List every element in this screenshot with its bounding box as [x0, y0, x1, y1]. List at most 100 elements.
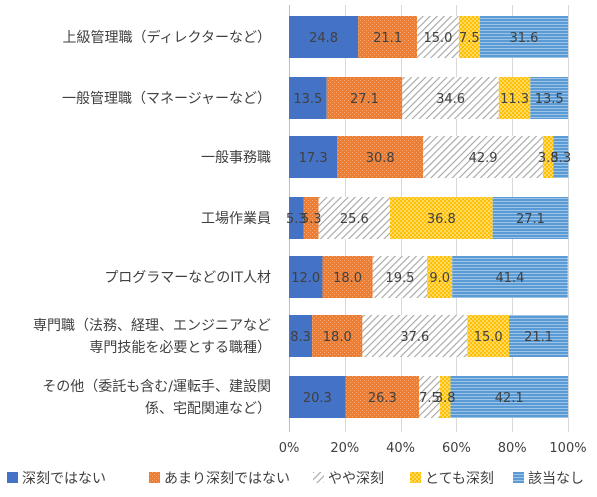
legend-item: とても深刻: [410, 471, 494, 487]
data-label: 41.4: [495, 271, 524, 286]
bar-segment-4: [427, 256, 453, 298]
x-tick-label: 40%: [386, 441, 415, 456]
data-label: 21.1: [373, 31, 402, 46]
data-label: 34.6: [436, 92, 465, 107]
legend-label: 該当なし: [528, 471, 584, 487]
data-label: 5.3: [301, 212, 322, 227]
bar-segment-2: [312, 315, 363, 357]
bar-segment-3: [318, 197, 390, 239]
data-label: 37.6: [400, 330, 429, 345]
legend-item: 該当なし: [513, 471, 584, 487]
bar-segment-1: [289, 315, 313, 357]
bar-segment-4: [458, 16, 480, 58]
x-tick-label: 20%: [330, 441, 359, 456]
data-label: 9.0: [429, 271, 450, 286]
data-label: 15.0: [474, 330, 503, 345]
data-label: 7.5: [459, 31, 480, 46]
bar-segment-3: [372, 256, 428, 298]
bar-segment-2: [326, 77, 403, 119]
legend-label: とても深刻: [425, 471, 494, 487]
bar-segment-5: [450, 376, 568, 418]
category-label: 一般管理職（マネージャーなど）: [62, 91, 271, 107]
legend-swatch: [313, 472, 324, 483]
x-tick-label: 100%: [549, 441, 586, 456]
data-label: 15.0: [424, 31, 453, 46]
category-labels: 上級管理職（ディレクターなど） 一般管理職（マネージャーなど） 一般事務職工場作業員…: [33, 29, 271, 417]
data-label: 20.3: [303, 391, 332, 406]
x-tick-label: 60%: [442, 441, 471, 456]
data-label: 30.8: [366, 151, 395, 166]
bar-segment-3: [362, 315, 468, 357]
category-label: 工場作業員: [201, 211, 271, 227]
data-label: 7.5: [419, 391, 440, 406]
data-label: 31.6: [509, 31, 538, 46]
bar-segment-1: [289, 197, 304, 239]
category-label: 上級管理職（ディレクターなど）: [63, 29, 271, 46]
bar-segment-5: [509, 315, 568, 357]
bar-segment-1: [289, 256, 323, 298]
data-label: 27.1: [516, 212, 545, 227]
category-label: 専門職（法務、経理、エンジニアなど: [33, 318, 271, 334]
data-label: 13.5: [535, 92, 564, 107]
bar-segment-1: [289, 136, 338, 178]
legend-item: やや深刻: [313, 471, 384, 487]
legend-label: やや深刻: [328, 471, 384, 487]
data-label: 21.1: [524, 330, 553, 345]
data-label: 42.1: [495, 391, 524, 406]
data-label: 19.5: [385, 271, 414, 286]
bar-segment-5: [452, 256, 568, 298]
data-label: 13.5: [293, 92, 322, 107]
data-label: 42.9: [469, 151, 498, 166]
bar-segment-2: [345, 376, 420, 418]
category-label: 専門技能を必要とする職種）: [89, 340, 271, 356]
bar-segment-1: [289, 77, 327, 119]
data-label: 8.3: [290, 330, 311, 345]
data-label: 3.8: [435, 391, 456, 406]
bar-segment-2: [358, 16, 418, 58]
bar-segment-5: [492, 197, 569, 239]
bar-segment-4: [542, 136, 554, 178]
bar-segment-3: [423, 136, 543, 178]
data-label: 36.8: [427, 212, 456, 227]
x-axis-ticks: 0% 20% 40% 60% 80% 100%: [279, 441, 587, 456]
bar-segment-2: [322, 256, 373, 298]
category-label: プログラマーなどのIT人材: [104, 270, 271, 286]
data-label: 26.3: [368, 391, 397, 406]
data-label: 12.0: [291, 271, 320, 286]
category-label: その他（委託も含む/運転手、建設関: [42, 379, 271, 395]
data-labels: 24.8 21.1 15.0 7.5 31.6 13.5 27.1 34.6 11.3 13.5 1…: [286, 31, 571, 406]
data-label: 11.3: [500, 92, 529, 107]
bar-segment-2: [337, 136, 424, 178]
bar-segment-5: [479, 16, 568, 58]
data-label: 25.6: [340, 212, 369, 227]
bar-segment-5: [553, 136, 569, 178]
bar-segment-3: [417, 16, 459, 58]
legend-swatch: [7, 472, 18, 483]
bar-segment-3: [402, 77, 499, 119]
legend: 深刻ではない あまり深刻ではない やや深刻 とても深刻 該当なし: [7, 471, 584, 487]
category-label: 係、宅配関連など）: [145, 401, 271, 417]
data-label: 24.8: [309, 31, 338, 46]
bar-segment-5: [530, 77, 568, 119]
legend-label: 深刻ではない: [22, 471, 106, 487]
bar-segment-4: [467, 315, 510, 357]
legend-swatch: [410, 472, 421, 483]
x-tick-label: 0%: [279, 441, 300, 456]
data-label: 3.8: [538, 151, 559, 166]
bar-segment-4: [498, 77, 531, 119]
data-label: 18.0: [323, 330, 352, 345]
bar-segment-2: [303, 197, 319, 239]
bar-segment-1: [289, 16, 359, 58]
data-label: 17.3: [299, 151, 328, 166]
bar-segment-4: [439, 376, 451, 418]
legend-label: あまり深刻ではない: [164, 471, 290, 487]
legend-item: 深刻ではない: [7, 471, 106, 487]
data-label: 5.3: [551, 151, 572, 166]
legend-swatch: [149, 472, 160, 483]
data-label: 27.1: [350, 92, 379, 107]
legend-item: あまり深刻ではない: [149, 471, 290, 487]
bars: [289, 16, 569, 418]
category-label: 一般事務職: [201, 150, 271, 166]
